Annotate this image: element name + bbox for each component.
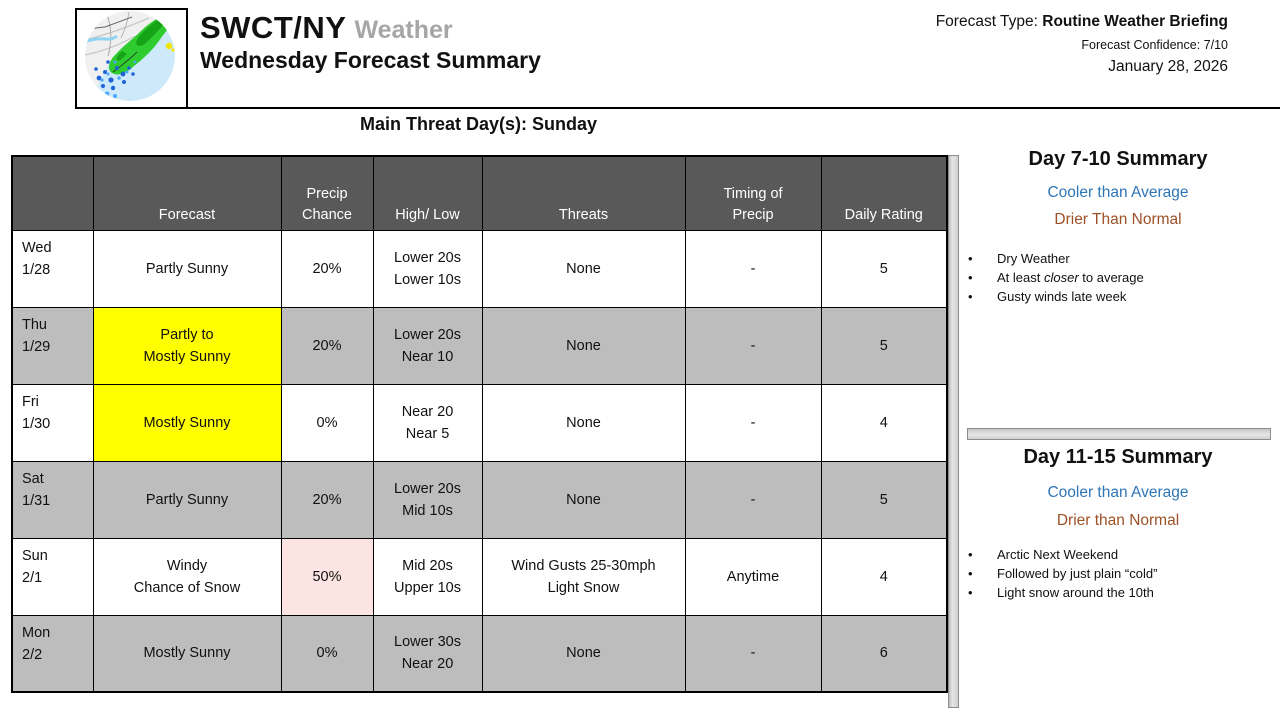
threats-cell: None xyxy=(481,460,686,539)
day7-10-temp-outlook: Cooler than Average xyxy=(1047,184,1189,201)
threats-cell: None xyxy=(481,306,686,385)
day-cell: Mon 2/2 xyxy=(11,614,94,693)
high-low-cell: Near 20 Near 5 xyxy=(372,383,483,462)
high-low-cell: Lower 20s Lower 10s xyxy=(372,229,483,308)
day7-10-precip-outlook: Drier Than Normal xyxy=(1054,211,1182,228)
forecast-type-value: Routine Weather Briefing xyxy=(1042,13,1228,30)
day11-15-temp-outlook: Cooler than Average xyxy=(1047,484,1189,501)
list-item: Light snow around the 10th xyxy=(966,583,1270,602)
day-cell: Thu 1/29 xyxy=(11,306,94,385)
table-row-wed: Wed 1/28 Partly Sunny 20% Lower 20s Lower … xyxy=(11,229,948,308)
radar-map-image xyxy=(85,11,175,101)
horizontal-divider-bar xyxy=(967,428,1271,440)
precip-chance-cell: 0% xyxy=(280,383,374,462)
header-timing: Timing of Precip xyxy=(684,155,822,231)
briefing-date: January 28, 2026 xyxy=(1108,58,1228,75)
forecast-type-label: Forecast Type: xyxy=(935,13,1043,30)
day11-15-bullet-list: Arctic Next Weekend Followed by just pla… xyxy=(966,545,1270,602)
day7-10-summary-title: Day 7-10 Summary xyxy=(1028,148,1208,170)
table-header-row: Forecast Precip Chance High/ Low Threats … xyxy=(11,155,948,231)
brand-block: SWCT/NY Weather Wednesday Forecast Summa… xyxy=(200,10,541,74)
day-cell: Sun 2/1 xyxy=(11,537,94,616)
forecast-table: Forecast Precip Chance High/ Low Threats … xyxy=(11,155,948,693)
table-row-mon: Mon 2/2 Mostly Sunny 0% Lower 30s Near 20 … xyxy=(11,614,948,693)
list-item: Gusty winds late week xyxy=(966,287,1270,306)
main-threat-heading: Main Threat Day(s): Sunday xyxy=(359,114,598,134)
timing-cell: - xyxy=(684,383,822,462)
table-row-fri: Fri 1/30 Mostly Sunny 0% Near 20 Near 5 No… xyxy=(11,383,948,462)
precip-chance-cell: 20% xyxy=(280,306,374,385)
timing-cell: - xyxy=(684,229,822,308)
header-divider xyxy=(75,107,1280,109)
timing-cell: - xyxy=(684,460,822,539)
rating-cell: 5 xyxy=(820,306,948,385)
day-cell: Wed 1/28 xyxy=(11,229,94,308)
high-low-cell: Lower 20s Near 10 xyxy=(372,306,483,385)
brand-name: SWCT/NY xyxy=(200,10,347,45)
rating-cell: 6 xyxy=(820,614,948,693)
threats-cell: None xyxy=(481,229,686,308)
precip-chance-cell: 0% xyxy=(280,614,374,693)
list-item: Dry Weather xyxy=(966,249,1270,268)
forecast-cell: Partly Sunny xyxy=(92,460,282,539)
day-cell: Fri 1/30 xyxy=(11,383,94,462)
radar-map-logo xyxy=(75,8,188,109)
page-title: Wednesday Forecast Summary xyxy=(200,47,541,73)
timing-cell: Anytime xyxy=(684,537,822,616)
forecast-type: Forecast Type: Routine Weather Briefing xyxy=(936,13,1228,31)
forecast-cell: Windy Chance of Snow xyxy=(92,537,282,616)
list-item: Followed by just plain “cold” xyxy=(966,564,1270,583)
rating-cell: 5 xyxy=(820,229,948,308)
rating-cell: 4 xyxy=(820,383,948,462)
table-row-sun: Sun 2/1 Windy Chance of Snow 50% Mid 20s Up… xyxy=(11,537,948,616)
header-high-low: High/ Low xyxy=(372,155,483,231)
threats-cell: None xyxy=(481,383,686,462)
rating-cell: 4 xyxy=(820,537,948,616)
vertical-divider-bar xyxy=(948,155,959,708)
table-row-thu: Thu 1/29 Partly to Mostly Sunny 20% Lower … xyxy=(11,306,948,385)
forecast-cell-highlighted: Mostly Sunny xyxy=(92,383,282,462)
high-low-cell: Mid 20s Upper 10s xyxy=(372,537,483,616)
brand-word-weather: Weather xyxy=(354,16,453,44)
header-precip-chance: Precip Chance xyxy=(280,155,374,231)
precip-chance-cell: 20% xyxy=(280,229,374,308)
day-cell: Sat 1/31 xyxy=(11,460,94,539)
threats-cell: Wind Gusts 25-30mph Light Snow xyxy=(481,537,686,616)
day11-15-summary-title: Day 11-15 Summary xyxy=(1023,446,1213,468)
list-item: At least closer to average xyxy=(966,268,1270,287)
header-threats: Threats xyxy=(481,155,686,231)
header-daily-rating: Daily Rating xyxy=(820,155,948,231)
header-day xyxy=(11,155,94,231)
forecast-cell: Mostly Sunny xyxy=(92,614,282,693)
threats-cell: None xyxy=(481,614,686,693)
precip-chance-cell-highlighted: 50% xyxy=(280,537,374,616)
timing-cell: - xyxy=(684,614,822,693)
high-low-cell: Lower 30s Near 20 xyxy=(372,614,483,693)
day11-15-precip-outlook: Drier than Normal xyxy=(1056,512,1180,529)
list-item: Arctic Next Weekend xyxy=(966,545,1270,564)
forecast-cell: Partly Sunny xyxy=(92,229,282,308)
day7-10-bullet-list: Dry Weather At least closer to average G… xyxy=(966,249,1270,306)
rating-cell: 5 xyxy=(820,460,948,539)
high-low-cell: Lower 20s Mid 10s xyxy=(372,460,483,539)
header-forecast: Forecast xyxy=(92,155,282,231)
table-row-sat: Sat 1/31 Partly Sunny 20% Lower 20s Mid 10… xyxy=(11,460,948,539)
forecast-cell-highlighted: Partly to Mostly Sunny xyxy=(92,306,282,385)
forecast-confidence: Forecast Confidence: 7/10 xyxy=(1081,38,1228,52)
header-meta: Forecast Type: Routine Weather Briefing … xyxy=(936,13,1228,76)
precip-chance-cell: 20% xyxy=(280,460,374,539)
timing-cell: - xyxy=(684,306,822,385)
